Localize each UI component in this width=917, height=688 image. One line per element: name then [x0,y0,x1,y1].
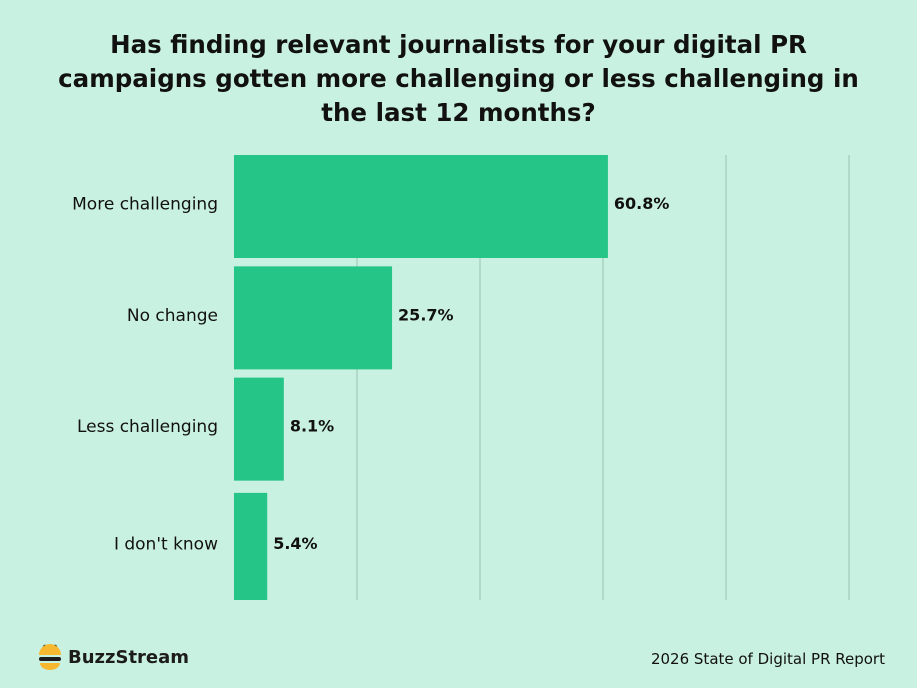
report-name: 2026 State of Digital PR Report [650,650,885,668]
bar [234,377,284,481]
brand-logo: BuzzStream [38,640,189,674]
category-label: No change [127,306,218,326]
buzzstream-bee-icon [39,644,61,670]
chart-title: Has finding relevant journalists for you… [58,30,859,127]
bar [234,155,608,258]
value-label: 25.7% [398,305,454,324]
bars [234,155,608,600]
bar [234,492,268,600]
category-label: I don't know [114,534,218,554]
value-label: 60.8% [614,194,670,213]
labels: More challenging 60.8% No change 25.7% Less … [72,194,669,554]
bar [234,266,393,370]
value-label: 8.1% [290,417,334,436]
category-label: Less challenging [77,417,218,437]
value-label: 5.4% [273,534,317,553]
category-label: More challenging [72,195,218,215]
brand-name: BuzzStream [68,646,190,668]
